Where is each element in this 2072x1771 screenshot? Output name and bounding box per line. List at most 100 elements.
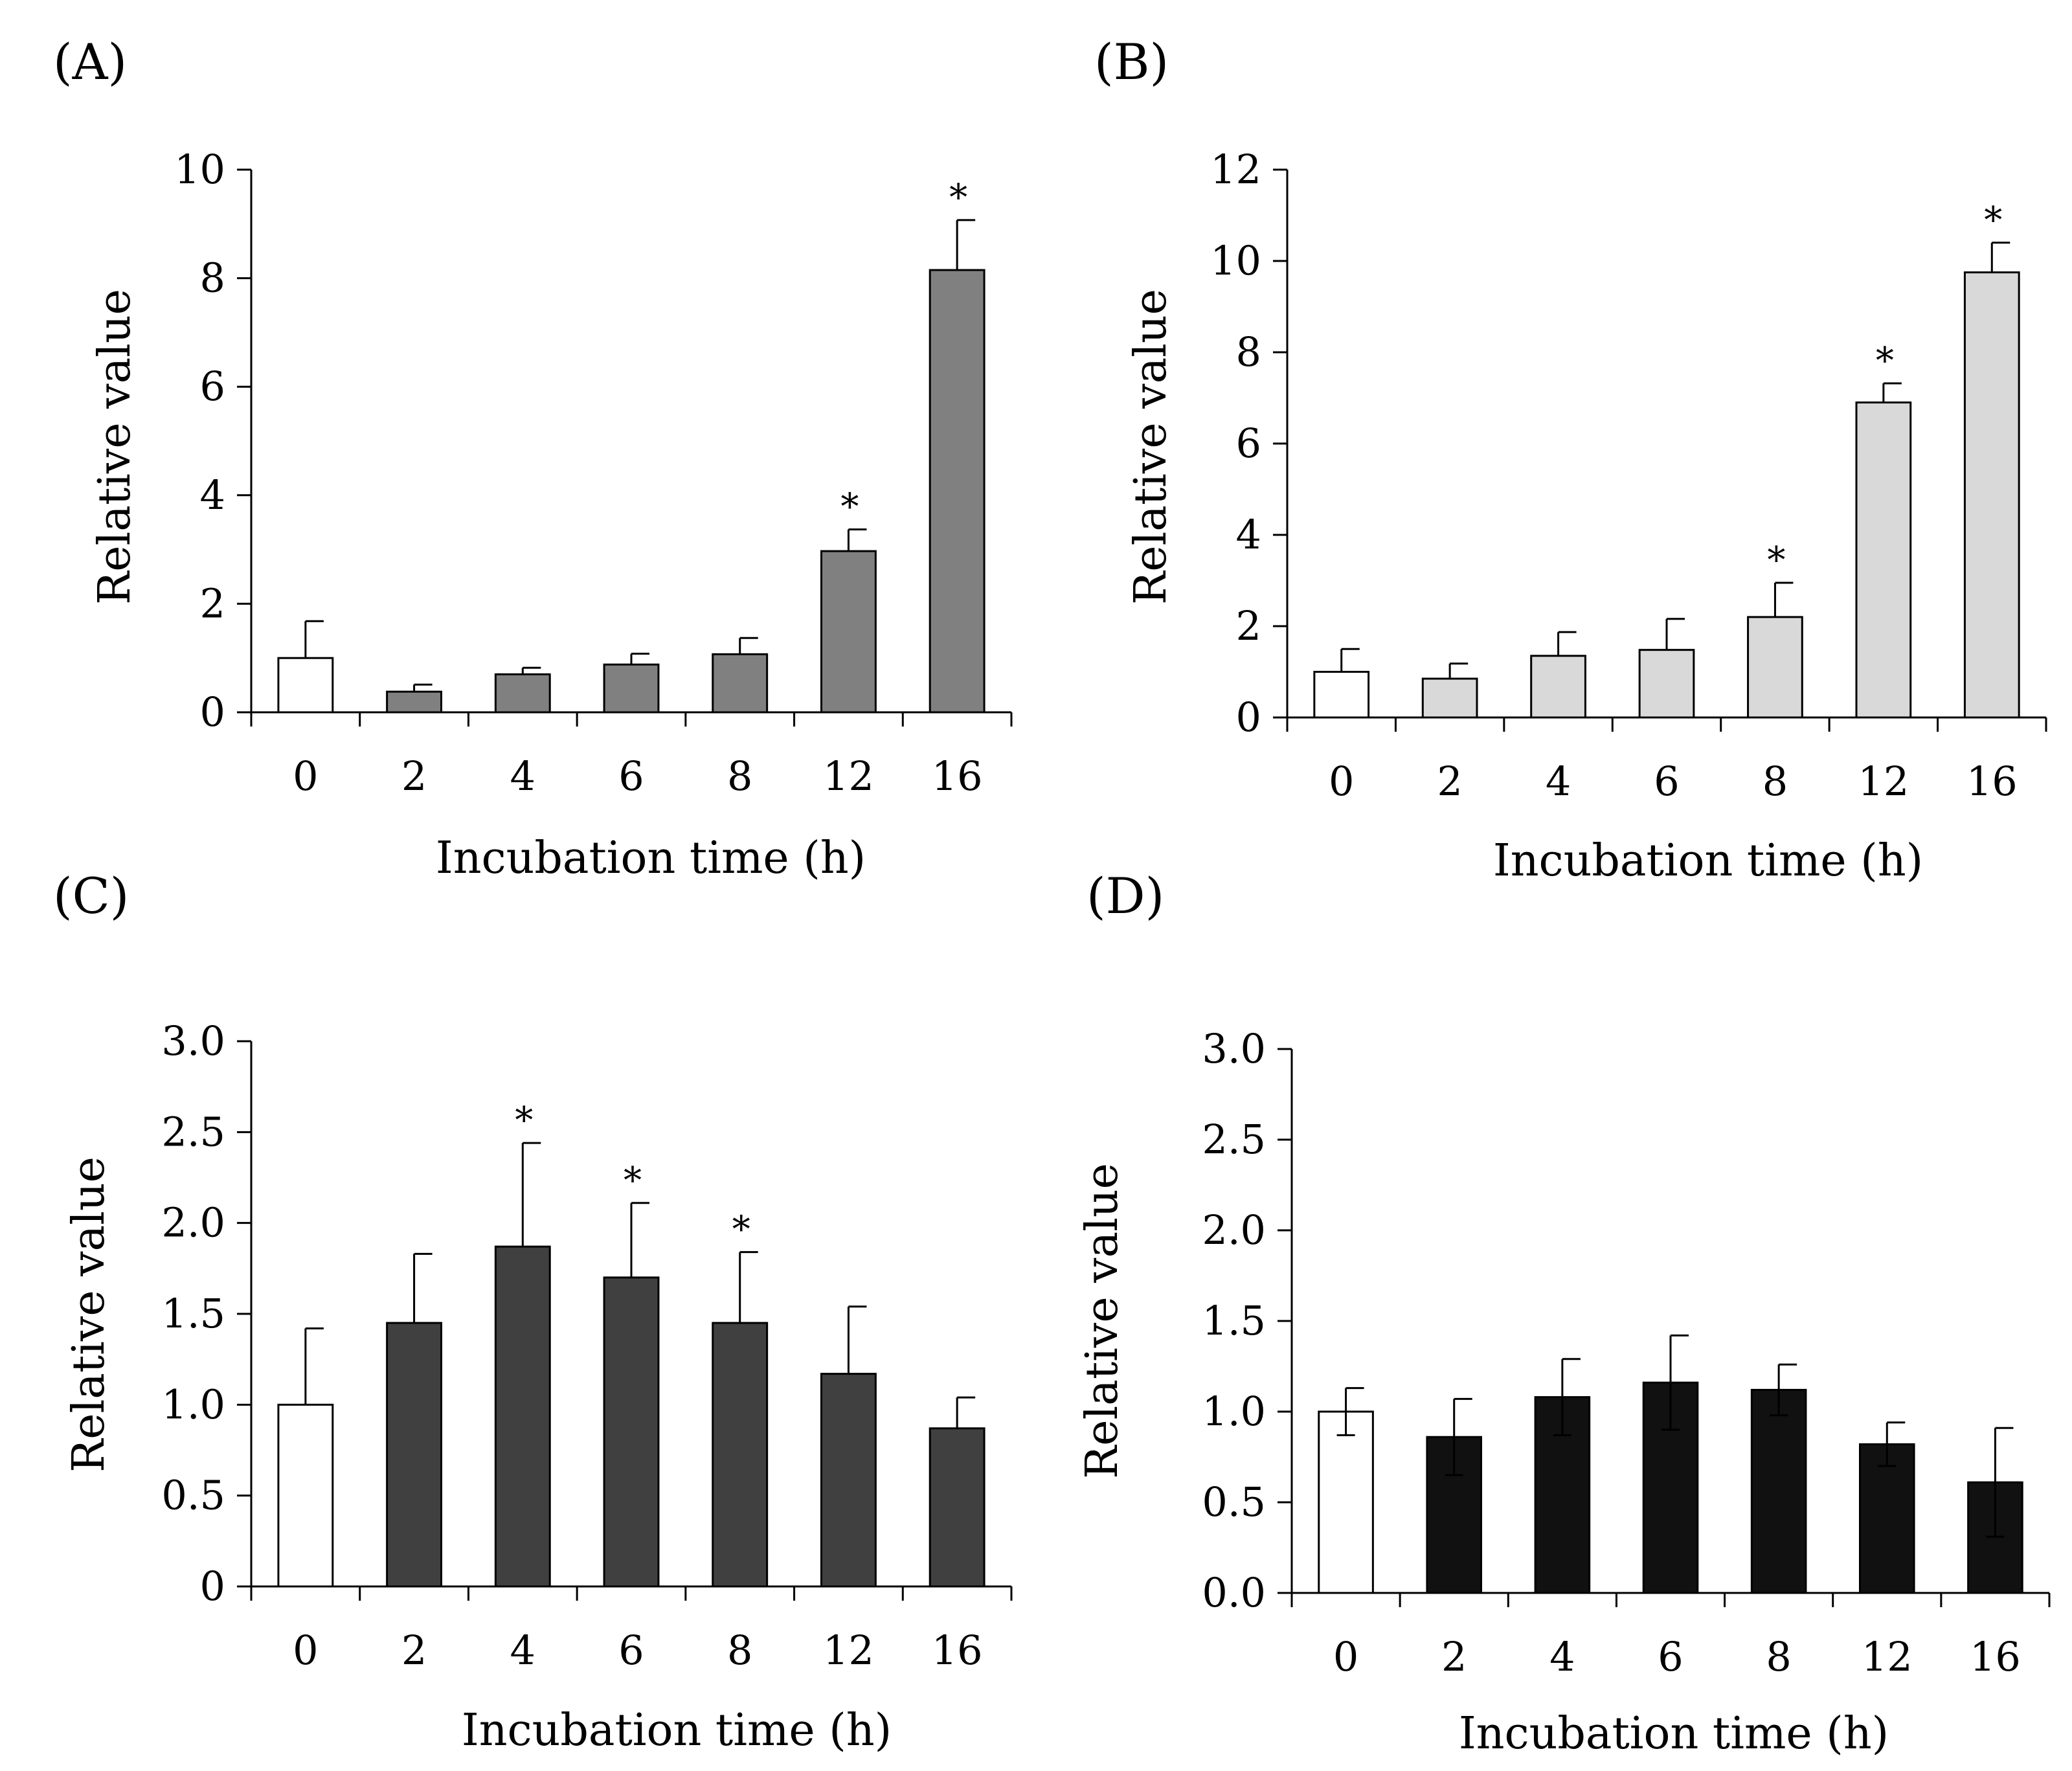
- x-tick-label: 6: [618, 752, 644, 800]
- x-tick-label: 8: [727, 752, 752, 800]
- significance-marker: *: [1984, 199, 2002, 242]
- bar: [1963, 271, 2020, 719]
- bar: [277, 1403, 334, 1588]
- x-tick-label: 12: [823, 752, 874, 800]
- y-tick-label: 0: [200, 688, 225, 736]
- y-tick-label: 0.0: [1202, 1569, 1266, 1616]
- panel-label: (A): [53, 33, 127, 91]
- y-tick-label: 10: [1210, 237, 1261, 284]
- x-tick-label: 16: [932, 1627, 983, 1674]
- y-tick-label: 0.5: [161, 1472, 225, 1519]
- bar: [494, 1245, 551, 1588]
- bar: [820, 1373, 877, 1588]
- x-tick-label: 4: [510, 752, 535, 800]
- x-tick-label: 0: [1329, 758, 1354, 805]
- significance-marker: *: [1767, 539, 1785, 581]
- y-tick-label: 10: [174, 146, 225, 193]
- bar: [1638, 649, 1695, 719]
- x-tick-label: 2: [1441, 1633, 1467, 1680]
- bar: [277, 657, 334, 714]
- x-tick-label: 12: [823, 1627, 874, 1674]
- x-tick-label: 16: [932, 752, 983, 800]
- y-axis-title: Relative value: [89, 289, 141, 605]
- panel-label: (C): [53, 867, 129, 925]
- y-axis-title: Relative value: [1125, 289, 1177, 605]
- y-tick-label: 0: [1236, 694, 1261, 741]
- y-tick-label: 0: [200, 1562, 225, 1610]
- significance-marker: *: [949, 177, 967, 219]
- significance-marker: *: [1876, 340, 1894, 382]
- bar: [494, 673, 551, 714]
- bar: [1855, 401, 1912, 719]
- x-tick-label: 2: [401, 752, 427, 800]
- x-tick-label: 4: [510, 1627, 535, 1674]
- y-tick-label: 3.0: [161, 1017, 225, 1065]
- significance-marker: *: [732, 1209, 750, 1251]
- x-tick-label: 2: [1437, 758, 1462, 805]
- bar: [1747, 616, 1803, 719]
- y-axis-title: Relative value: [1077, 1163, 1128, 1479]
- x-tick-label: 16: [1966, 758, 2018, 805]
- x-tick-label: 8: [1766, 1633, 1791, 1680]
- chart-panel-d: (D) 0.0 0.5 1.0 1.5 2.0 2.5 3.0 0 2 4 6 8 12 16 Incubat…: [1077, 867, 2051, 1759]
- y-tick-label: 4: [200, 471, 225, 519]
- x-axis-title: Incubation time (h): [1459, 1708, 1889, 1759]
- chart-panel-c: (C) 0 0.5 1.0 1.5 2.0 2.5 3.0 0 2 * 4 * 6 * 8 12 16 Incuba…: [53, 867, 1013, 1756]
- y-tick-label: 8: [200, 254, 225, 302]
- bar: [1530, 655, 1586, 719]
- y-tick-label: 1.5: [161, 1290, 225, 1337]
- panel-label: (D): [1087, 867, 1164, 925]
- significance-marker: *: [624, 1160, 642, 1202]
- bar: [712, 653, 769, 714]
- x-tick-label: 2: [401, 1627, 427, 1674]
- bar: [1859, 1443, 1915, 1594]
- y-tick-label: 2.0: [1202, 1206, 1266, 1254]
- bar: [712, 1322, 769, 1588]
- y-tick-label: 2.5: [161, 1108, 225, 1155]
- x-axis-title: Incubation time (h): [436, 833, 866, 884]
- bar: [386, 1322, 443, 1588]
- x-tick-label: 8: [727, 1627, 752, 1674]
- x-tick-label: 4: [1549, 1633, 1575, 1680]
- x-tick-label: 6: [618, 1627, 644, 1674]
- y-tick-label: 2.0: [161, 1199, 225, 1246]
- x-tick-label: 4: [1546, 758, 1571, 805]
- bar: [1750, 1388, 1807, 1594]
- y-tick-label: 1.5: [1202, 1297, 1266, 1344]
- x-axis-title: Incubation time (h): [1493, 835, 1923, 886]
- y-tick-label: 6: [1236, 420, 1261, 467]
- y-tick-label: 12: [1210, 146, 1261, 193]
- bar: [603, 1276, 660, 1588]
- y-tick-label: 0.5: [1202, 1478, 1266, 1526]
- panel-label: (B): [1094, 33, 1169, 91]
- bar: [1313, 671, 1370, 719]
- y-axis-title: Relative value: [63, 1156, 115, 1472]
- bar: [820, 550, 877, 714]
- significance-marker: *: [840, 486, 859, 528]
- y-tick-label: 1.0: [1202, 1388, 1266, 1435]
- y-tick-label: 2: [200, 580, 225, 627]
- y-tick-label: 3.0: [1202, 1025, 1266, 1072]
- chart-panel-a: (A) 0 2 4 6 8 10 0 2 4 6 8 * 12 * 16 Incubation time (h)…: [53, 33, 1013, 884]
- y-tick-label: 6: [200, 363, 225, 410]
- bar: [386, 690, 443, 714]
- y-tick-label: 2.5: [1202, 1116, 1266, 1163]
- bar: [1421, 677, 1478, 719]
- x-tick-label: 0: [293, 1627, 318, 1674]
- bar: [929, 269, 985, 714]
- x-tick-label: 12: [1858, 758, 1909, 805]
- significance-marker: *: [515, 1100, 533, 1142]
- bar: [603, 663, 660, 714]
- x-tick-label: 6: [1654, 758, 1679, 805]
- x-axis-title: Incubation time (h): [462, 1705, 892, 1756]
- x-tick-label: 0: [293, 752, 318, 800]
- y-tick-label: 4: [1236, 511, 1261, 558]
- bar: [1318, 1410, 1374, 1594]
- x-tick-label: 6: [1658, 1633, 1683, 1680]
- chart-panel-b: (B) 0 2 4 6 8 10 12 0 2 4 6 * 8 * 12 * 16 Incubation time …: [1094, 33, 2047, 886]
- y-tick-label: 1.0: [161, 1381, 225, 1428]
- y-tick-label: 8: [1236, 328, 1261, 376]
- x-tick-label: 0: [1333, 1633, 1358, 1680]
- x-tick-label: 8: [1762, 758, 1788, 805]
